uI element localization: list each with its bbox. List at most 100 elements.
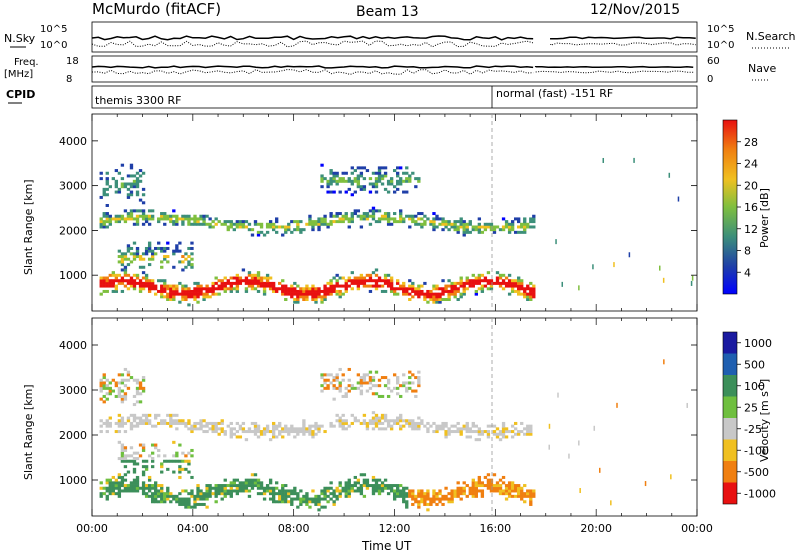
power-cell [520, 225, 524, 229]
velocity-cell [105, 424, 109, 428]
velocity-cell [117, 389, 122, 393]
velocity-cell [459, 497, 463, 501]
velocity-cbar-segment [723, 375, 737, 397]
power-cell [323, 284, 327, 288]
velocity-cell [447, 430, 451, 434]
power-cell [338, 190, 342, 194]
velocity-cell [220, 430, 224, 434]
velocity-cell [238, 486, 243, 490]
velocity-cell [178, 470, 182, 474]
power-cell [187, 220, 191, 224]
velocity-cell [371, 478, 376, 482]
power-cell [447, 292, 451, 296]
velocity-cell [256, 435, 261, 439]
power-cell [311, 228, 315, 232]
power-cell [365, 169, 370, 173]
power-cell [495, 279, 500, 283]
power-cell [329, 222, 333, 226]
power-cell [628, 252, 631, 258]
velocity-cell [468, 430, 472, 434]
velocity-cell [341, 424, 345, 428]
power-cell [123, 185, 128, 189]
velocity-cell [256, 430, 261, 434]
power-cell [311, 287, 315, 291]
power-cell [150, 252, 155, 256]
velocity-cell [501, 435, 506, 439]
power-cell [172, 265, 176, 269]
velocity-cell [507, 481, 512, 485]
velocity-cell [498, 478, 503, 482]
power-cell [483, 284, 488, 288]
velocity-cell [477, 489, 482, 493]
velocity-cell [356, 486, 361, 490]
velocity-cell [268, 481, 273, 485]
velocity-cell [111, 475, 115, 479]
power-cell [132, 252, 137, 256]
power-cell [190, 292, 194, 296]
power-cell [408, 284, 412, 288]
power-cell [383, 187, 388, 191]
power-cell [338, 289, 342, 293]
power-cell [229, 284, 233, 288]
velocity-cell [335, 419, 339, 423]
velocity-cell [265, 424, 270, 428]
velocity-cell [229, 492, 233, 496]
velocity-cell [471, 486, 475, 490]
power-cell [214, 217, 218, 221]
power-cell [498, 273, 503, 277]
velocity-cell [578, 440, 580, 446]
velocity-cell [123, 378, 128, 382]
velocity-cell [147, 486, 152, 490]
power-cell [181, 260, 185, 264]
power-cell [135, 214, 140, 218]
power-cell [102, 279, 106, 283]
power-cell [247, 284, 252, 288]
velocity-cell [166, 467, 170, 471]
velocity-cell [362, 481, 367, 485]
power-cell [480, 225, 485, 229]
power-cell [193, 298, 197, 302]
power-cell [114, 179, 119, 183]
power-cell [338, 217, 342, 221]
velocity-cell [160, 421, 164, 425]
velocity-cell [117, 413, 122, 417]
power-cell [290, 287, 294, 291]
power-cell [368, 279, 373, 283]
velocity-cell [99, 384, 103, 388]
velocity-cell [408, 376, 412, 380]
velocity-cell [489, 478, 494, 482]
power-cell [350, 220, 354, 224]
power-cell [396, 187, 400, 191]
velocity-cell [438, 497, 442, 501]
power-cell [498, 281, 503, 285]
power-cell [199, 289, 203, 293]
power-cell [138, 284, 143, 288]
power-cell [235, 289, 240, 293]
velocity-cell [223, 432, 227, 436]
power-cell [205, 284, 209, 288]
power-cell [389, 287, 394, 291]
velocity-cell [132, 424, 137, 428]
velocity-cell [175, 413, 179, 417]
velocity-cell [256, 481, 261, 485]
power-cell [383, 212, 388, 216]
velocity-cell [380, 486, 385, 490]
power-cell [253, 276, 258, 280]
power-cell [175, 292, 179, 296]
power-cell [175, 284, 179, 288]
power-cell [477, 281, 482, 285]
power-cell [453, 281, 457, 285]
power-cell [386, 281, 391, 285]
velocity-cell [220, 427, 224, 431]
power-cell [344, 279, 348, 283]
velocity-cell [302, 432, 306, 436]
velocity-cell [262, 497, 267, 501]
power-cell [489, 284, 494, 288]
velocity-cell [287, 427, 291, 431]
velocity-cell [138, 419, 143, 423]
power-cell [323, 220, 327, 224]
power-cell [483, 228, 488, 232]
velocity-cell [123, 448, 128, 452]
power-cell [435, 292, 439, 296]
velocity-cell [317, 427, 321, 431]
